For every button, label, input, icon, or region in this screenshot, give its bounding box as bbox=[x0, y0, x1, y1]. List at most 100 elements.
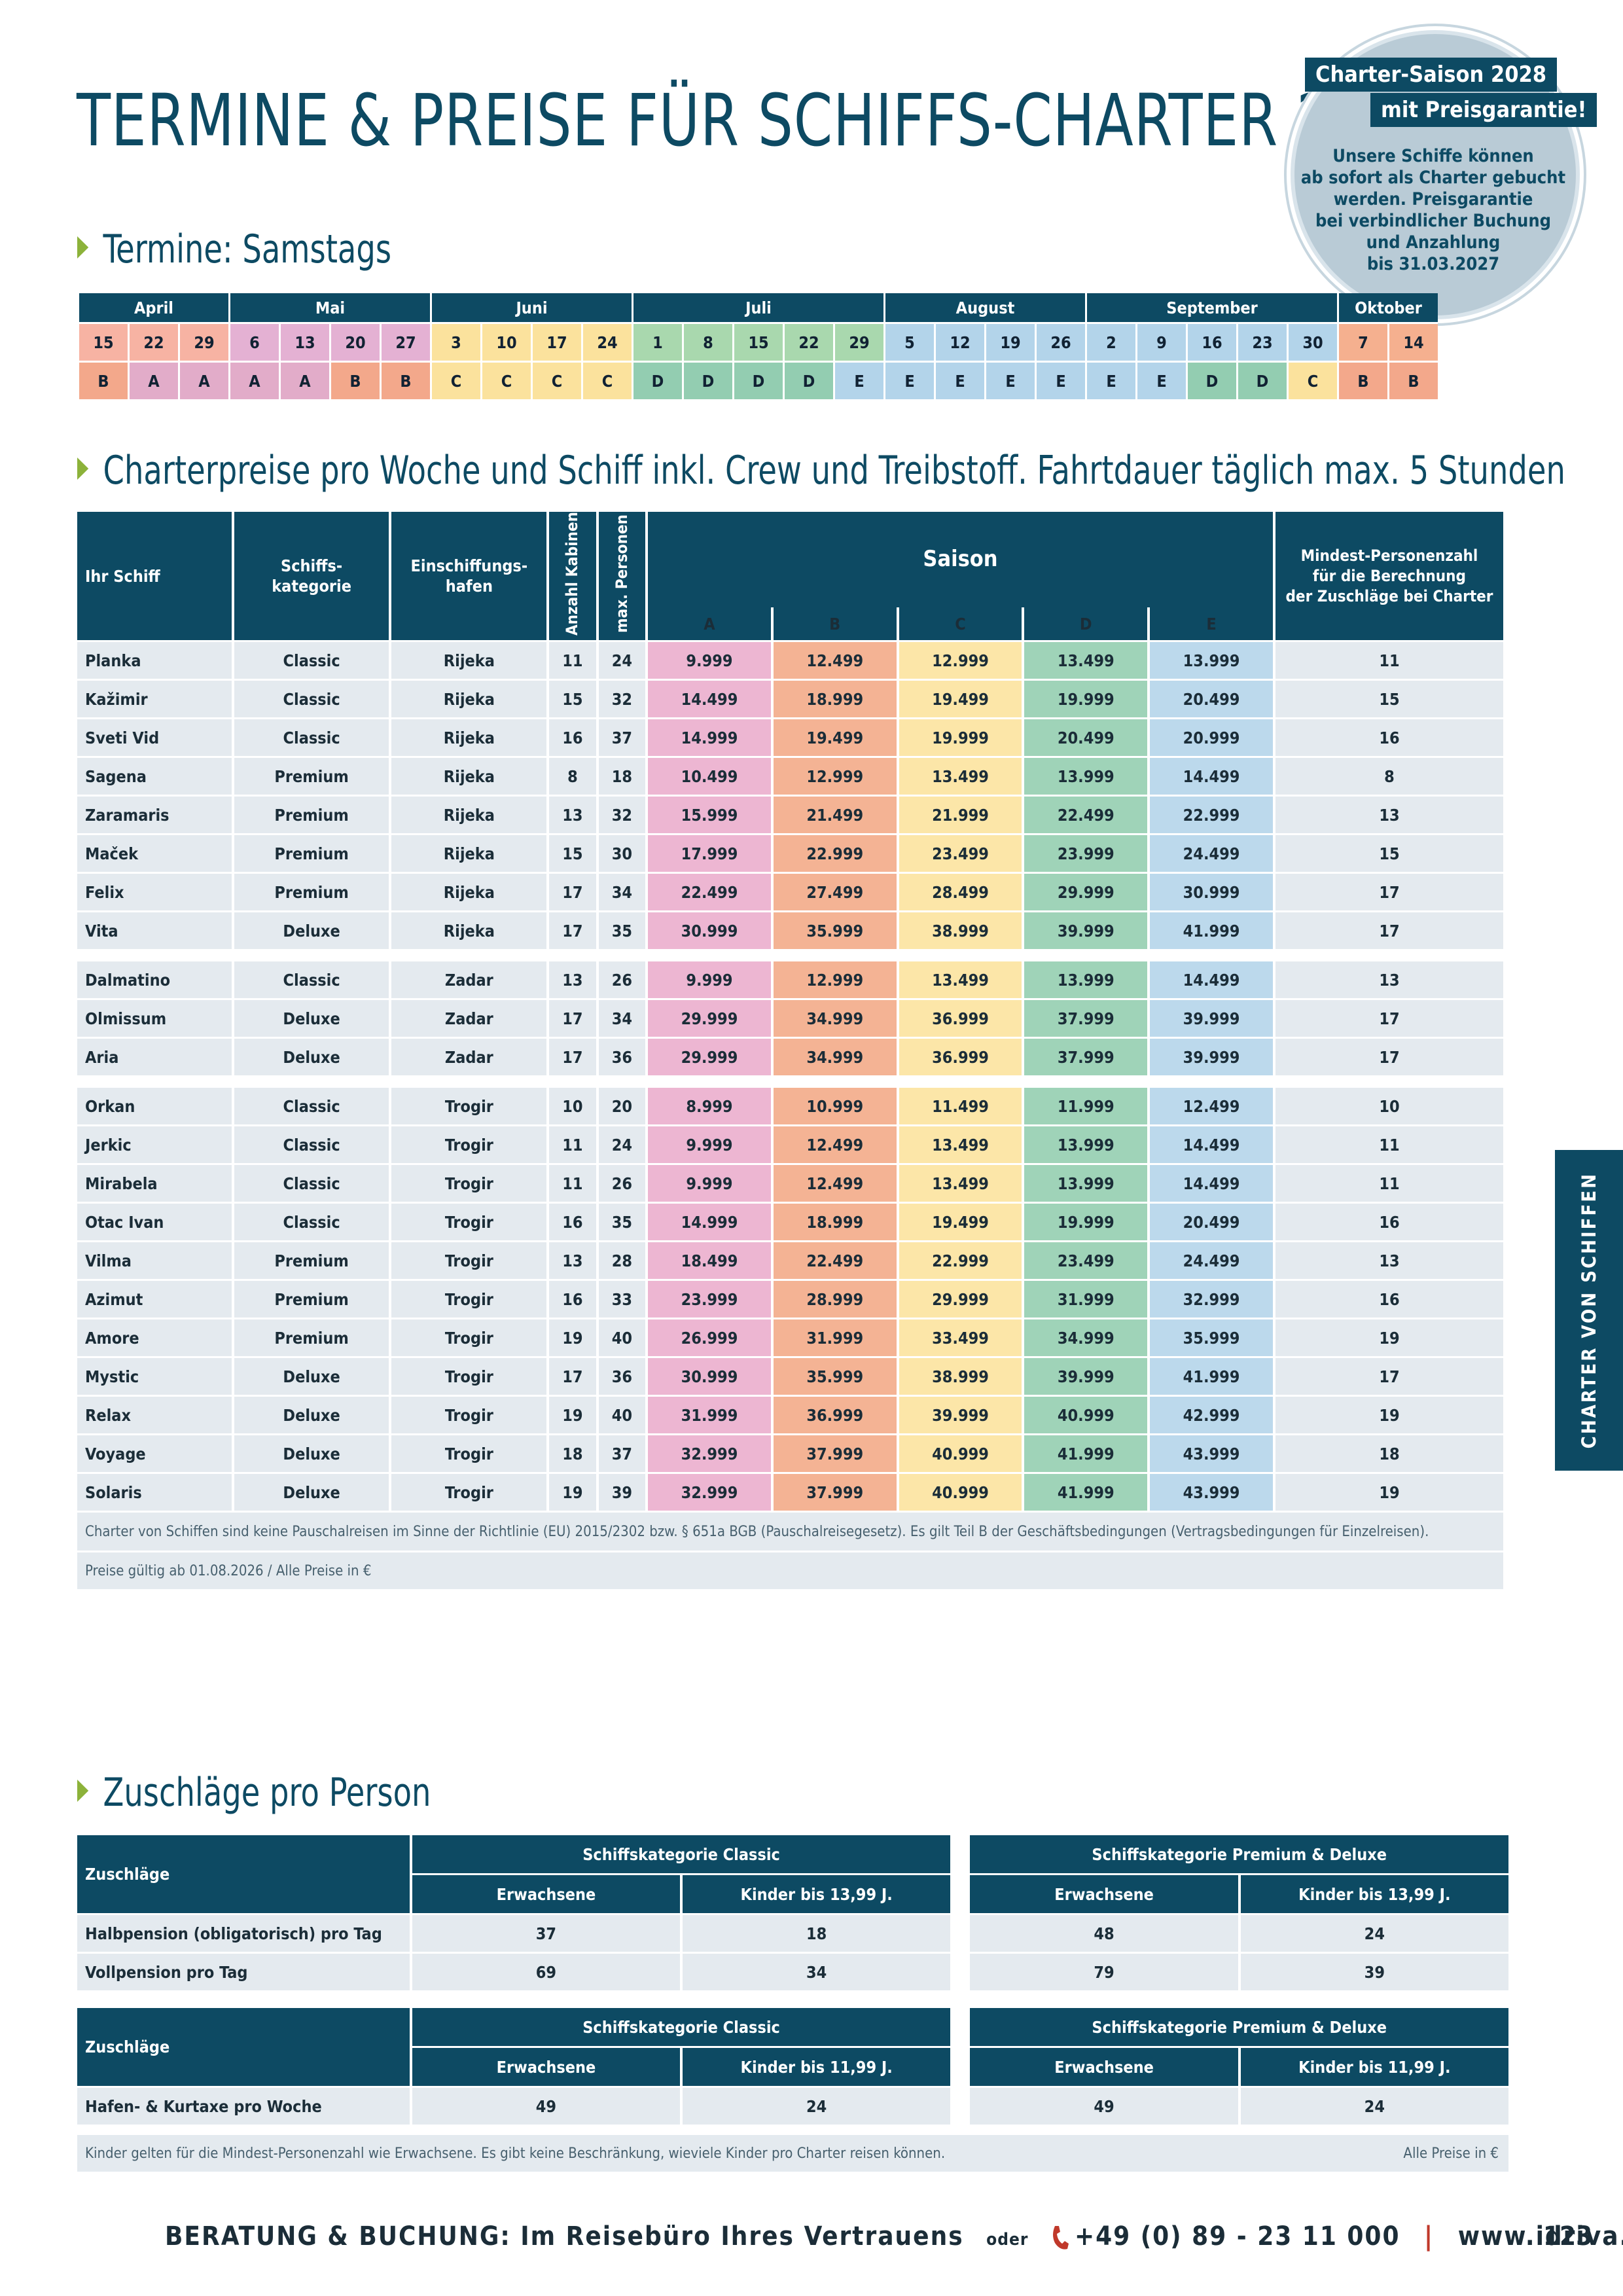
ship-name: Dalmatino bbox=[77, 960, 232, 999]
max-persons: 40 bbox=[598, 1395, 646, 1434]
price-b: 10.999 bbox=[773, 1086, 897, 1125]
price-b: 37.999 bbox=[773, 1433, 897, 1473]
ship-category: Deluxe bbox=[234, 910, 389, 950]
date-cell: 20 bbox=[331, 322, 380, 361]
category-premium-deluxe-header: Schiffskategorie Premium & Deluxe bbox=[970, 2008, 1508, 2046]
ship-name: Azimut bbox=[77, 1279, 232, 1318]
price-a: 9.999 bbox=[648, 640, 771, 679]
ship-row: Vita Deluxe Rijeka 17 35 30.999 35.999 38.999 39… bbox=[77, 910, 1503, 950]
surcharge-label: Hafen- & Kurtaxe pro Woche bbox=[77, 2086, 410, 2125]
month-header: April bbox=[79, 293, 228, 322]
ship-category: Premium bbox=[234, 756, 389, 795]
max-persons: 26 bbox=[598, 960, 646, 999]
header-cabins: Anzahl Kabinen bbox=[549, 512, 596, 641]
ship-name: Olmissum bbox=[77, 998, 232, 1037]
zuschlaege-table-port: Zuschläge Schiffskategorie Classic Schif… bbox=[75, 2008, 1511, 2125]
badge-text-line: werden. Preisgarantie bbox=[1333, 189, 1533, 209]
month-header: September bbox=[1087, 293, 1337, 322]
group-gap bbox=[77, 1075, 1503, 1086]
price-c: 13.499 bbox=[899, 756, 1022, 795]
price-c: 13.499 bbox=[899, 1124, 1022, 1164]
page-number: 123 bbox=[1543, 2221, 1593, 2251]
badge-text: Unsere Schiffe können ab sofort als Char… bbox=[1296, 145, 1571, 275]
phone-icon bbox=[1052, 2226, 1069, 2250]
ship-name: Zaramaris bbox=[77, 795, 232, 834]
max-persons: 20 bbox=[598, 1086, 646, 1125]
min-persons: 11 bbox=[1275, 640, 1503, 679]
season-cell: B bbox=[1389, 361, 1438, 399]
ship-name: Sveti Vid bbox=[77, 717, 232, 757]
footer-oder: oder bbox=[986, 2230, 1029, 2250]
cabins: 17 bbox=[549, 998, 596, 1037]
price-c: 12.999 bbox=[899, 640, 1022, 679]
cabins: 17 bbox=[549, 1037, 596, 1076]
ship-row: Mirabela Classic Trogir 11 26 9.999 12.499 13.4… bbox=[77, 1163, 1503, 1202]
termine-month-row: April Mai Juni Juli August September Oktober bbox=[79, 293, 1438, 322]
footer-phone-link[interactable]: +49 (0) 89 - 23 11 000 bbox=[1074, 2221, 1400, 2251]
price-e: 35.999 bbox=[1150, 1318, 1273, 1357]
cabins: 13 bbox=[549, 1240, 596, 1280]
ship-category: Classic bbox=[234, 960, 389, 999]
price-d: 39.999 bbox=[1024, 1356, 1148, 1395]
price-b: 22.999 bbox=[773, 833, 897, 872]
header-season-d: D bbox=[1024, 607, 1148, 641]
group-gap-cell bbox=[77, 1075, 1503, 1086]
footer-separator: | bbox=[1424, 2221, 1435, 2251]
month-header: Mai bbox=[230, 293, 430, 322]
ship-port: Zadar bbox=[391, 1037, 547, 1076]
termine-heading-text: Termine: Samstags bbox=[103, 226, 392, 272]
column-gap bbox=[953, 2008, 968, 2086]
side-tab-label: CHARTER VON SCHIFFEN bbox=[1578, 1172, 1600, 1449]
ship-row: Otac Ivan Classic Trogir 16 35 14.999 18.999 19… bbox=[77, 1202, 1503, 1241]
season-cell: C bbox=[432, 361, 480, 399]
price-note-legal: Charter von Schiffen sind keine Pauschal… bbox=[77, 1511, 1503, 1551]
season-cell: E bbox=[1037, 361, 1085, 399]
date-cell: 19 bbox=[986, 322, 1035, 361]
cabins: 19 bbox=[549, 1318, 596, 1357]
min-persons: 16 bbox=[1275, 1202, 1503, 1241]
season-cell: D bbox=[684, 361, 732, 399]
ship-row: Kažimir Classic Rijeka 15 32 14.499 18.999 19.4… bbox=[77, 679, 1503, 718]
date-cell: 24 bbox=[583, 322, 632, 361]
ship-row: Sveti Vid Classic Rijeka 16 37 14.999 19.499 19… bbox=[77, 717, 1503, 757]
min-persons: 17 bbox=[1275, 998, 1503, 1037]
min-persons: 19 bbox=[1275, 1472, 1503, 1511]
side-tab bbox=[1555, 1150, 1623, 1471]
price-c: 19.499 bbox=[899, 679, 1022, 718]
cabins: 16 bbox=[549, 1202, 596, 1241]
ship-row: Orkan Classic Trogir 10 20 8.999 10.999 11.499 1… bbox=[77, 1086, 1503, 1125]
price-b: 22.499 bbox=[773, 1240, 897, 1280]
price-e: 14.499 bbox=[1150, 960, 1273, 999]
header-category: Schiffs- kategorie bbox=[234, 512, 389, 641]
ship-category: Deluxe bbox=[234, 998, 389, 1037]
date-cell: 10 bbox=[482, 322, 531, 361]
price-a: 30.999 bbox=[648, 1356, 771, 1395]
badge-text-line: Unsere Schiffe können bbox=[1332, 146, 1534, 166]
date-cell: 22 bbox=[130, 322, 178, 361]
price-a: 32.999 bbox=[648, 1433, 771, 1473]
max-persons: 37 bbox=[598, 717, 646, 757]
max-persons: 34 bbox=[598, 872, 646, 911]
price-e: 32.999 bbox=[1150, 1279, 1273, 1318]
price-d: 29.999 bbox=[1024, 872, 1148, 911]
price-d: 13.999 bbox=[1024, 960, 1148, 999]
cabins: 17 bbox=[549, 1356, 596, 1395]
price-b: 31.999 bbox=[773, 1318, 897, 1357]
ship-row: Solaris Deluxe Trogir 19 39 32.999 37.999 40.99… bbox=[77, 1472, 1503, 1511]
min-persons: 11 bbox=[1275, 1163, 1503, 1202]
price-c: 36.999 bbox=[899, 1037, 1022, 1076]
surcharge-classic-child: 34 bbox=[683, 1952, 951, 1990]
price-a: 9.999 bbox=[648, 960, 771, 999]
price-e: 30.999 bbox=[1150, 872, 1273, 911]
footer-website-link[interactable]: www.idriva.de bbox=[1457, 2221, 1623, 2251]
max-persons: 24 bbox=[598, 1124, 646, 1164]
price-d: 13.499 bbox=[1024, 640, 1148, 679]
cabins: 11 bbox=[549, 1163, 596, 1202]
cabins: 15 bbox=[549, 833, 596, 872]
zuschlaege-note-currency: Alle Preise in € bbox=[1403, 2145, 1499, 2162]
price-e: 43.999 bbox=[1150, 1472, 1273, 1511]
surcharge-classic-child: 24 bbox=[683, 2086, 951, 2125]
ship-port: Trogir bbox=[391, 1086, 547, 1125]
ship-port: Rijeka bbox=[391, 679, 547, 718]
price-d: 22.499 bbox=[1024, 795, 1148, 834]
